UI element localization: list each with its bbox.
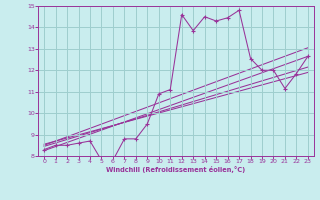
X-axis label: Windchill (Refroidissement éolien,°C): Windchill (Refroidissement éolien,°C)	[106, 166, 246, 173]
